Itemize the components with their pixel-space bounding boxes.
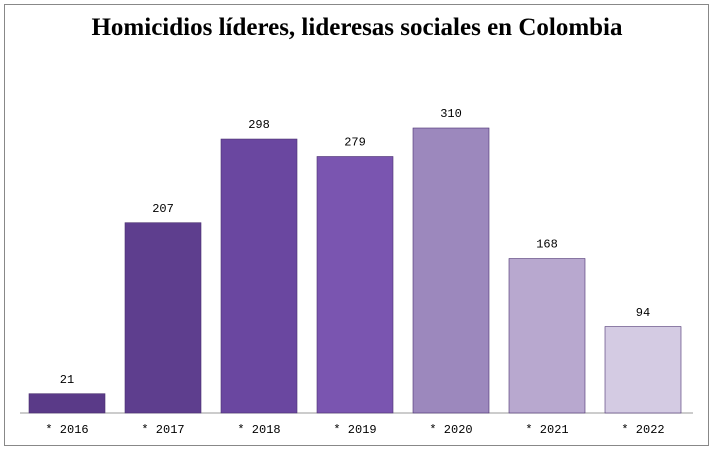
x-tick-label: * 2019 xyxy=(333,423,376,437)
bar xyxy=(604,326,682,414)
data-label: 279 xyxy=(344,136,366,150)
bar xyxy=(220,138,298,414)
data-label: 94 xyxy=(636,306,650,320)
x-tick-label: * 2017 xyxy=(141,423,184,437)
data-label: 168 xyxy=(536,238,558,252)
bar xyxy=(28,393,106,414)
x-tick-label: * 2022 xyxy=(621,423,664,437)
x-tick-label: * 2016 xyxy=(45,423,88,437)
bar xyxy=(412,127,490,414)
data-label: 207 xyxy=(152,202,174,216)
bar xyxy=(316,156,394,414)
x-tick-label: * 2021 xyxy=(525,423,568,437)
x-tick-label: * 2020 xyxy=(429,423,472,437)
bar xyxy=(508,258,586,414)
chart-title: Homicidios líderes, lideresas sociales e… xyxy=(91,14,623,41)
bar xyxy=(124,222,202,414)
data-label: 21 xyxy=(60,373,74,387)
x-tick-label: * 2018 xyxy=(237,423,280,437)
data-label: 298 xyxy=(248,118,270,132)
data-label: 310 xyxy=(440,107,462,121)
chart-frame xyxy=(4,4,709,446)
